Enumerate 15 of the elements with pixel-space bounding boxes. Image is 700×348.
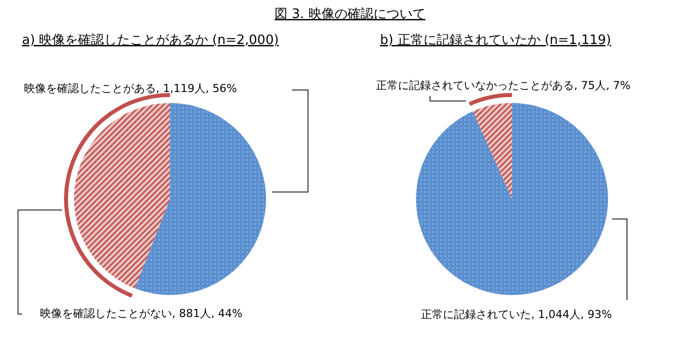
pie-slice	[74, 103, 170, 288]
chart-subtitle: a) 映像を確認したことがあるか (n=2,000)	[22, 33, 279, 48]
slice-label: 正常に記録されていなかったことがある	[376, 79, 574, 92]
slice-label: 正常に記録されていた	[421, 308, 532, 321]
data-label: , 1,119人, 56%	[156, 82, 237, 95]
slice-label: 映像を確認したことがない	[40, 307, 172, 320]
data-label: , 75人, 7%	[574, 79, 630, 92]
text: 図 3. 映像の確認について	[274, 7, 426, 22]
data-label: , 881人, 44%	[172, 307, 242, 320]
pie-slice	[416, 103, 608, 295]
pie-slice	[472, 103, 512, 199]
data-label: , 1,044人, 93%	[531, 308, 612, 321]
chart-title: b) 正常に記録されていたか (n=1,119)	[380, 33, 612, 48]
pie-slice	[134, 103, 266, 295]
slice-label: 映像を確認したことがある	[24, 82, 156, 95]
